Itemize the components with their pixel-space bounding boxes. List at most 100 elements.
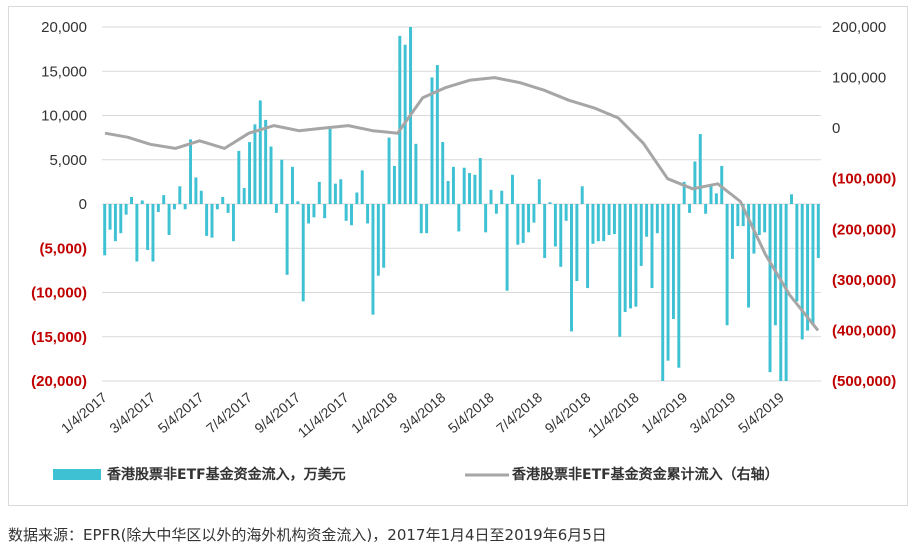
- bar: [360, 170, 364, 204]
- right-tick-label: 100,000: [832, 70, 886, 87]
- bar: [242, 188, 246, 204]
- bar: [543, 204, 547, 258]
- bar: [511, 174, 514, 204]
- bar: [763, 204, 767, 233]
- bar: [650, 204, 654, 289]
- bar: [478, 157, 482, 204]
- bar: [532, 204, 536, 223]
- bar: [285, 204, 289, 275]
- bar: [688, 204, 692, 213]
- bar: [231, 204, 235, 242]
- bar: [167, 204, 171, 235]
- x-tick-label: 3/4/2019: [686, 389, 738, 436]
- left-tick-label: 5,000: [49, 152, 87, 169]
- bar: [430, 77, 434, 204]
- bar: [741, 204, 745, 227]
- bar: [623, 204, 627, 312]
- bar: [392, 165, 396, 204]
- bar: [328, 126, 332, 204]
- right-axis-ticks: 200,000 100,000 0 (100,000) (200,000) (300,00…: [832, 19, 896, 390]
- bar: [457, 204, 461, 232]
- right-tick-label: (500,000): [832, 373, 896, 390]
- bar: [586, 204, 590, 289]
- bar: [629, 204, 632, 309]
- legend-bar-swatch: [53, 469, 101, 480]
- bar: [333, 183, 337, 204]
- legend: 香港股票非ETF基金资金流入，万美元 香港股票非ETF基金资金累计流入（右轴）: [53, 466, 779, 483]
- right-tick-label: (200,000): [832, 221, 896, 238]
- bar: [500, 190, 504, 204]
- x-tick-label: 11/4/2017: [295, 389, 352, 441]
- bar: [757, 204, 761, 235]
- bar: [140, 200, 144, 204]
- bar: [274, 204, 278, 213]
- bar: [591, 204, 595, 244]
- bar: [387, 137, 391, 205]
- x-tick-label: 7/4/2018: [493, 389, 545, 436]
- bar: [768, 204, 772, 373]
- bar: [570, 204, 573, 332]
- bar: [151, 204, 155, 262]
- bar: [806, 204, 810, 331]
- bar: [714, 193, 718, 204]
- bar: [344, 204, 348, 221]
- bar: [682, 181, 686, 205]
- bar: [317, 181, 321, 205]
- bar: [790, 194, 793, 204]
- bar: [811, 204, 815, 326]
- bar: [484, 204, 488, 233]
- bar: [553, 204, 557, 247]
- bar: [414, 143, 418, 204]
- bar: [473, 174, 477, 204]
- bar: [773, 204, 777, 326]
- x-tick-label: 3/4/2018: [396, 389, 448, 436]
- right-tick-label: 200,000: [832, 19, 886, 36]
- bar: [291, 166, 294, 204]
- left-tick-label: (20,000): [31, 373, 87, 390]
- right-tick-label: (100,000): [832, 171, 896, 188]
- bar: [162, 195, 166, 204]
- left-tick-label: 0: [79, 196, 87, 213]
- bar: [221, 196, 225, 204]
- bar: [784, 204, 788, 381]
- bar: [698, 134, 702, 204]
- bar: [516, 204, 520, 245]
- bar: [725, 204, 729, 326]
- bar: [183, 204, 187, 210]
- bar: [704, 204, 708, 214]
- x-tick-label: 1/4/2017: [58, 389, 110, 436]
- bar: [435, 65, 439, 204]
- bar: [124, 204, 128, 215]
- bar: [468, 173, 472, 204]
- left-tick-label: 10,000: [41, 108, 87, 125]
- x-tick-label: 7/4/2017: [203, 389, 255, 436]
- bar: [795, 204, 799, 302]
- bar: [612, 204, 616, 235]
- bar: [537, 179, 541, 204]
- bar: [677, 204, 681, 368]
- bar: [564, 204, 568, 221]
- bar: [747, 204, 751, 308]
- bar: [130, 196, 133, 204]
- left-tick-label: (5,000): [39, 240, 87, 257]
- bar: [446, 180, 450, 204]
- bar: [258, 100, 262, 204]
- bar: [194, 177, 198, 204]
- right-tick-label: 0: [832, 120, 840, 137]
- left-tick-label: 15,000: [41, 63, 87, 80]
- bar: [602, 204, 606, 242]
- bar: [339, 179, 343, 204]
- bar: [709, 186, 713, 204]
- bar: [666, 204, 670, 361]
- bar: [156, 204, 160, 212]
- bar: [280, 159, 284, 204]
- bar: [661, 204, 665, 381]
- x-tick-label: 1/4/2019: [638, 389, 690, 436]
- right-tick-label: (400,000): [832, 322, 896, 339]
- bar-series: [103, 27, 820, 381]
- bar: [634, 204, 638, 307]
- bar: [301, 204, 305, 302]
- right-tick-label: (300,000): [832, 272, 896, 289]
- bar: [596, 204, 600, 242]
- bar: [800, 204, 804, 340]
